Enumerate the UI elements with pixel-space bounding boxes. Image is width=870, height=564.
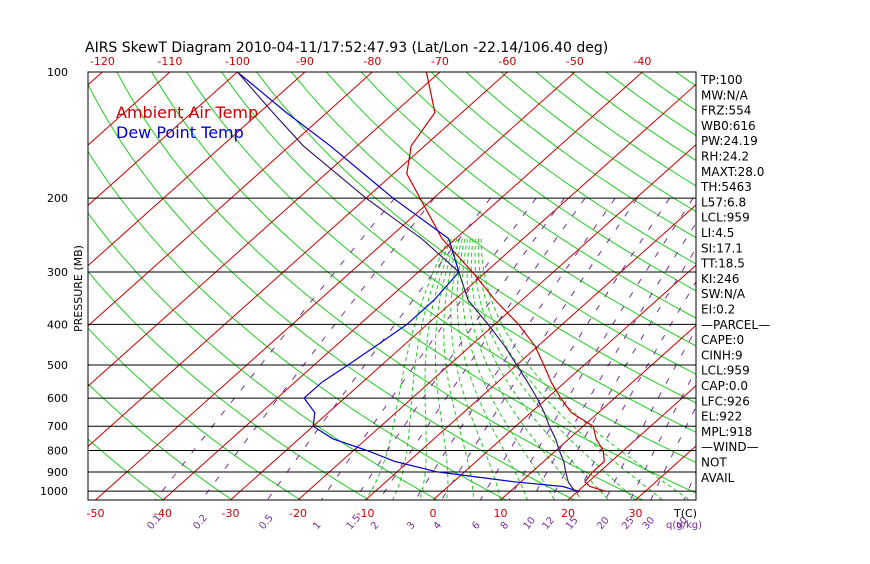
isotherm-line [0,72,35,500]
top-temp-tick-label: -110 [157,55,182,68]
side-panel-item: LCL:959 [701,211,750,225]
moist-adiabat-line [420,239,455,500]
moist-adiabat-line [444,239,474,500]
legend: Ambient Air Temp Dew Point Temp [116,103,258,142]
legend-ambient-air-temp: Ambient Air Temp [116,103,258,122]
side-panel-item: L57:6.8 [701,195,746,209]
top-temp-tick-label: -100 [225,55,250,68]
side-panel-item: CINH:9 [701,348,743,362]
side-panel-item: LCL:959 [701,364,750,378]
side-panel-item: —WIND— [701,440,759,454]
bottom-temp-tick-label: 0 [430,507,437,520]
mixing-ratio-tick-label: 8 [499,520,512,532]
mixing-ratio-line [321,198,536,500]
dry-adiabat-line [466,72,870,500]
bottom-temp-tick-label: -30 [222,507,240,520]
side-panel-item: TT:18.5 [700,257,745,271]
mixing-ratio-tick-label: 0.2 [191,513,210,532]
side-panel-item: WB0:616 [701,119,756,133]
side-panel-item: SI:17.1 [701,241,743,255]
bottom-temp-tick-label: -20 [289,507,307,520]
pressure-tick-label: 1000 [40,485,68,498]
mixing-ratio-line [156,198,395,500]
mixing-ratio-line [379,198,585,500]
mixing-ratio-tick-label: 3 [405,520,418,532]
side-panel-item: PW:24.19 [701,134,758,148]
top-temp-tick-label: -120 [90,55,115,68]
dry-adiabat-line [257,72,870,500]
side-panel-item: SW:N/A [701,287,746,301]
side-panel-item: EI:0.2 [701,303,735,317]
side-panel-item: CAPE:0 [701,333,744,347]
dry-adiabat-line [851,72,870,500]
side-panel-item: TH:5463 [700,180,752,194]
side-panel-item: MAXT:28.0 [701,165,764,179]
pressure-tick-label: 800 [47,445,68,458]
bottom-temp-tick-label: -50 [87,507,105,520]
dry-adiabat-line [431,72,870,500]
top-temp-tick-label: -90 [296,55,314,68]
pressure-tick-label: 700 [47,420,68,433]
mixing-ratio-line [532,198,712,500]
side-panel-item: MW:N/A [701,88,749,102]
top-temp-tick-label: -80 [363,55,381,68]
pressure-tick-label: 900 [47,466,68,479]
moist-adiabat-line [471,239,608,500]
mixing-ratio-tick-label: 12 [540,515,557,532]
top-temp-tick-label: -50 [566,55,584,68]
side-panel-item: TP:100 [700,73,743,87]
top-temp-tick-label: -60 [498,55,516,68]
isotherm-line [0,72,102,500]
pressure-tick-label: 300 [47,266,68,279]
top-temp-tick-label: -40 [633,55,651,68]
parcel-series-line [237,72,574,491]
mixing-ratio-tick-label: 1 [311,520,324,532]
side-panel-item: KI:246 [701,272,739,286]
pressure-tick-label: 400 [47,318,68,331]
moist-adiabat-line [451,239,501,500]
top-temp-tick-label: -70 [431,55,449,68]
dry-adiabat-line [816,72,870,500]
side-panel-item: RH:24.2 [701,150,749,164]
side-panel-item: LFC:926 [701,394,750,408]
side-panel-item: CAP:0.0 [701,379,748,393]
mixing-ratio-line [605,198,772,500]
side-panel-item: AVAIL [701,471,735,485]
isotherm-line [433,72,870,500]
mixing-ratio-tick-label: 20 [595,515,612,532]
mixing-ratio-label: q(g/kg) [666,520,702,531]
side-panel-item: —PARCEL— [701,318,770,332]
dry-adiabat-line [781,72,870,500]
x-axis-label: T(C) [673,507,697,520]
mixing-ratio-tick-label: 4 [432,520,445,532]
mixing-ratio-tick-label: 10 [521,515,538,532]
dry-adiabat-line [501,72,870,500]
series-layer [237,72,605,491]
legend-dew-point-temp: Dew Point Temp [116,123,244,142]
pressure-tick-label: 600 [47,392,68,405]
side-panel-item: EL:922 [701,410,742,424]
mixing-ratio-tick-label: 0.5 [257,513,276,532]
mixing-ratio-tick-label: 2 [369,520,382,532]
pressure-tick-label: 500 [47,359,68,372]
mixing-ratio-line [480,198,669,500]
bottom-temp-tick-label: 10 [494,507,508,520]
pressure-tick-label: 200 [47,192,68,205]
mixing-ratio-tick-label: 30 [641,515,658,532]
side-panel-item: LI:4.5 [701,226,734,240]
isotherm-line [501,72,870,500]
y-axis-label: PRESSURE (MB) [72,245,85,332]
mixing-ratio-tick-label: 6 [470,520,483,532]
dry-adiabat-line [326,72,870,500]
side-panel-item: FRZ:554 [701,104,751,118]
pressure-tick-label: 100 [47,66,68,79]
side-panel-item: MPL:918 [701,425,752,439]
side-panel-item: NOT [701,456,727,470]
dry-adiabat-line [396,72,870,500]
chart-title: AIRS SkewT Diagram 2010-04-11/17:52:47.9… [85,40,608,56]
dry-adiabat-line [746,72,870,500]
